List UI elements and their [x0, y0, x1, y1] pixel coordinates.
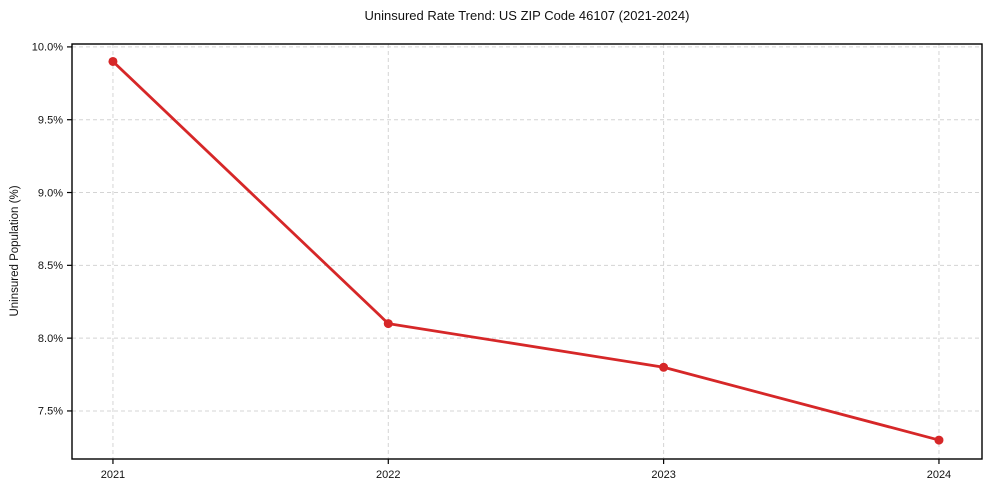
- chart-title: Uninsured Rate Trend: US ZIP Code 46107 …: [364, 8, 690, 23]
- x-tick-label: 2024: [927, 469, 951, 481]
- data-point-2023: [659, 362, 669, 372]
- data-point-2022: [383, 319, 393, 329]
- x-tick-label: 2022: [376, 469, 400, 481]
- plot-border: [71, 43, 983, 460]
- y-tick-label: 9.0%: [38, 187, 63, 199]
- y-tick-label: 8.5%: [38, 260, 63, 272]
- y-tick-label: 7.5%: [38, 406, 63, 418]
- data-point-2024: [934, 435, 944, 445]
- y-tick-label: 10.0%: [32, 42, 63, 54]
- y-tick-label: 8.0%: [38, 333, 63, 345]
- x-tick-label: 2021: [101, 469, 125, 481]
- data-point-2021: [108, 56, 118, 66]
- trend-line: [111, 60, 941, 442]
- x-tick-label: 2023: [651, 469, 675, 481]
- y-tick-label: 9.5%: [38, 115, 63, 127]
